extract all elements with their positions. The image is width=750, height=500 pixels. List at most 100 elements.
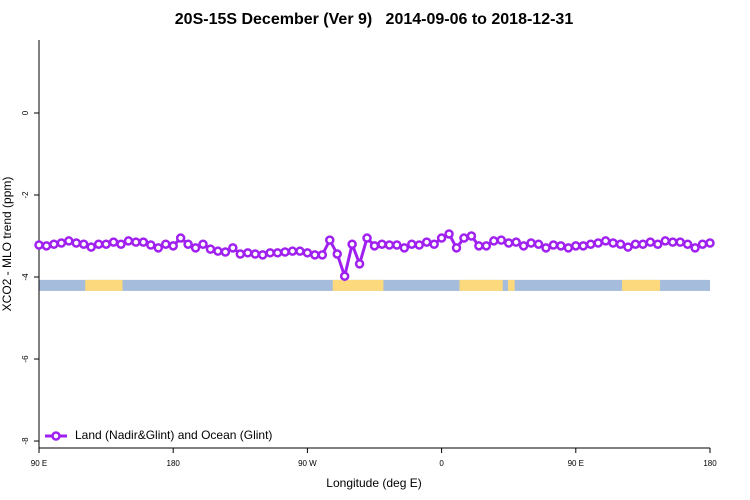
point [429,239,439,249]
land-span [85,279,123,291]
point [511,237,521,247]
point [705,238,715,248]
point [690,243,700,253]
point [533,239,544,249]
point [257,250,268,260]
point [123,236,134,246]
x-tick-label: 90 W [298,459,317,468]
legend-marker [51,431,61,441]
point [675,237,685,247]
point [593,238,603,248]
land-span [507,279,515,291]
point [541,243,551,253]
point [41,241,52,251]
point [116,239,126,249]
point [503,238,514,248]
x-tick-label: 0 [439,459,444,468]
point [481,241,492,251]
point [571,241,581,251]
point [265,248,275,258]
point [183,239,193,249]
point [451,243,462,253]
point [578,241,589,251]
point [160,239,171,249]
point [168,241,178,251]
point [436,233,447,243]
point [548,240,559,250]
point [280,247,290,257]
point [377,239,387,249]
point [421,237,432,247]
point [615,239,626,249]
x-tick-label: 180 [167,459,181,468]
x-tick-label: 180 [703,459,717,468]
point [407,239,417,249]
land-span [622,279,661,291]
point [682,239,693,249]
chart-title: 20S-15S December (Ver 9) 2014-09-06 to 2… [175,11,574,28]
point [392,240,402,250]
point [250,249,260,259]
point [585,239,596,249]
point [489,236,499,246]
x-tick-label: 90 E [568,459,584,468]
point [131,237,141,247]
point [369,241,380,251]
land-span [459,279,503,291]
point [205,244,216,254]
y-axis-label: XCO2 - MLO trend (ppm) [0,177,14,312]
point [459,233,469,243]
point [526,238,536,248]
point [474,241,484,251]
point [466,231,477,241]
point [362,233,372,243]
x-axis-label: Longitude (deg E) [326,476,421,490]
y-tick-label: -6 [21,355,30,363]
point [332,249,342,259]
point [384,240,395,250]
point [86,242,96,252]
point [64,236,74,246]
point [34,240,44,250]
point [347,239,357,249]
y-tick-label: -8 [21,437,30,445]
point [645,237,656,247]
point [317,250,328,260]
point [518,241,529,251]
point [697,239,708,249]
land-span [332,279,384,291]
point [556,241,566,251]
y-tick-label: -2 [21,191,30,199]
point [630,239,641,249]
point [101,239,111,249]
point [108,237,119,247]
point [287,246,298,256]
point [325,235,335,245]
point [93,239,104,249]
point [198,239,208,249]
point [600,236,611,246]
point [272,248,283,258]
point [213,246,223,256]
point [608,238,618,248]
point [153,243,164,253]
point [190,243,201,253]
point [235,249,246,259]
point [295,246,305,256]
y-tick-label: 0 [21,110,30,115]
point [71,238,82,248]
point [228,243,238,253]
point [302,248,313,258]
point [638,239,648,249]
point [653,239,663,249]
point [399,243,410,253]
point [563,243,574,253]
point [146,240,156,250]
point [78,239,89,249]
point [444,229,454,239]
point [667,237,678,247]
point [220,247,231,257]
point [243,248,253,258]
point [339,271,350,281]
